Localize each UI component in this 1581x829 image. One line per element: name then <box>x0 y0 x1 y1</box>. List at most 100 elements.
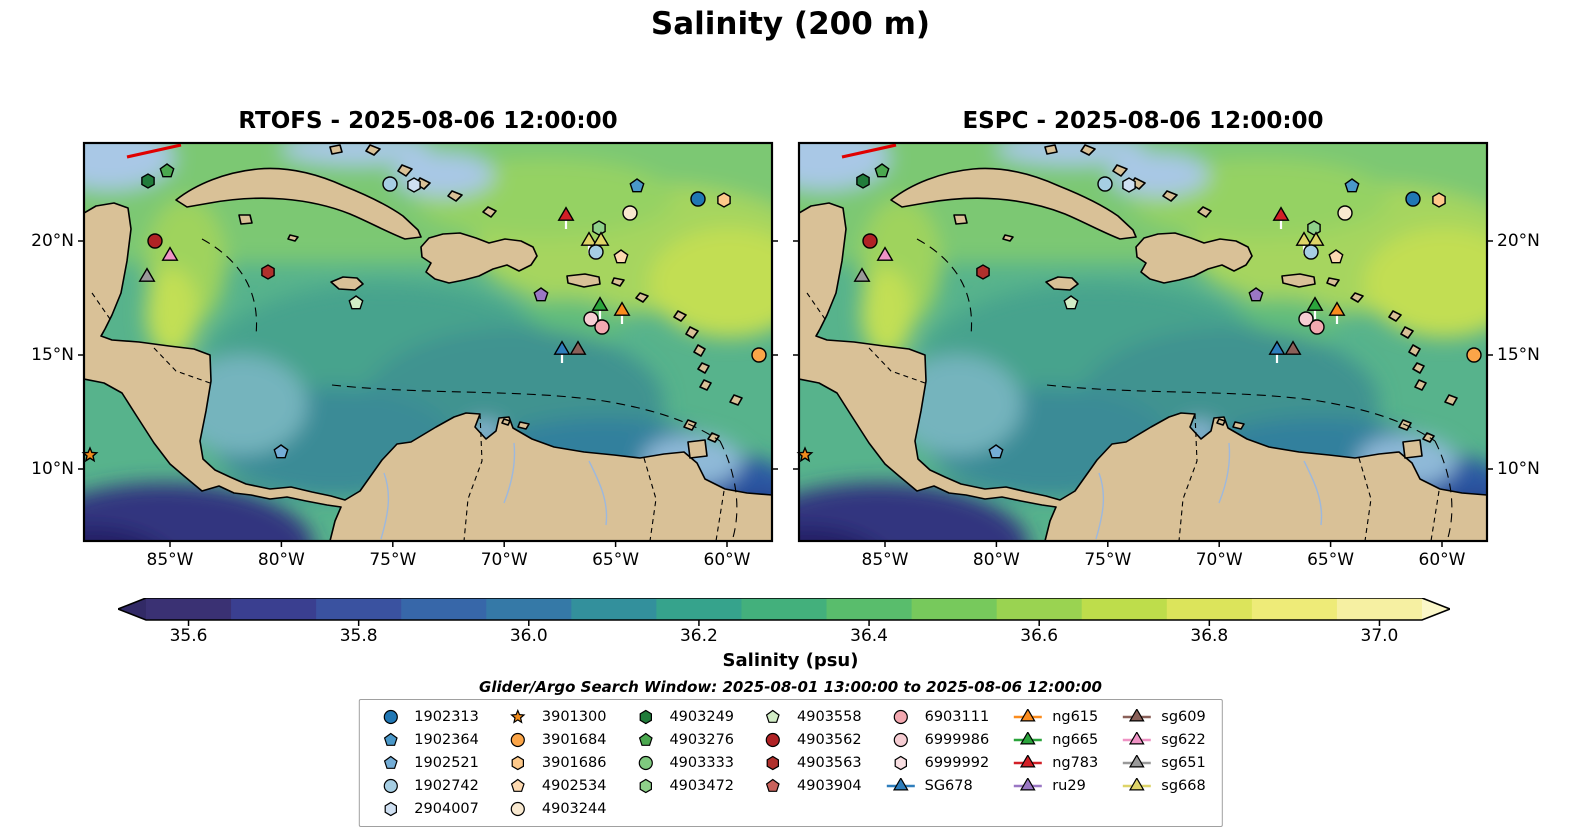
legend-item: 4902534 <box>503 776 606 796</box>
triangle-marker <box>1268 340 1286 355</box>
legend-item-label: 1902364 <box>414 732 479 748</box>
glider-track-line <box>126 143 182 159</box>
circle-marker <box>765 732 781 748</box>
triangle-marker <box>138 267 156 282</box>
triangle-marker <box>1129 778 1146 791</box>
y-tick-label-right: 20°N <box>1497 231 1540 251</box>
platform-markers <box>81 163 767 463</box>
land-bahamas <box>1044 144 1212 218</box>
circle-marker <box>594 319 610 335</box>
triangle-legend-icon <box>1123 755 1152 768</box>
legend-item-label: 1902313 <box>414 709 479 725</box>
legend-item-label: 6999992 <box>924 755 990 771</box>
triangle-legend-icon <box>1014 732 1043 745</box>
land-lesser-antilles <box>1326 277 1458 443</box>
legend-item-label: 3901300 <box>541 709 607 725</box>
legend-item-label: 4903562 <box>797 732 862 748</box>
pentagon-marker <box>1248 287 1264 302</box>
colorbar-outline <box>115 597 1453 621</box>
hexagon-legend-icon <box>639 709 652 725</box>
pentagon-marker <box>383 732 398 746</box>
colorbar-tick-label: 35.8 <box>339 626 378 646</box>
legend-item: SG678 <box>886 776 990 796</box>
land-hispaniola <box>420 232 538 284</box>
triangle-marker <box>853 267 871 282</box>
land-central-south-america <box>84 202 772 541</box>
land-hispaniola <box>1135 232 1253 284</box>
x-tick-label: 80°W <box>257 550 305 570</box>
legend-item: sg609 <box>1122 707 1206 727</box>
x-tick-label: 65°W <box>592 550 640 570</box>
y-tick-label-left: 20°N <box>31 231 74 251</box>
x-tick-label: 85°W <box>861 550 909 570</box>
circle-legend-icon <box>893 732 908 748</box>
colorbar-segment <box>146 598 232 620</box>
legend-item-label: SG678 <box>924 778 973 794</box>
legend-item: 4903904 <box>758 776 862 796</box>
legend-item-label: 1902742 <box>414 778 479 794</box>
pentagon-marker <box>874 163 890 178</box>
colorbar-over-arrow <box>1422 598 1450 620</box>
legend-item-label: 1902521 <box>414 755 479 771</box>
map-panel-rtofs <box>78 141 778 547</box>
land-isla-juventud <box>238 214 253 225</box>
legend-item: 1902364 <box>375 730 479 750</box>
x-tick-label: 60°W <box>1418 550 1466 570</box>
colorbar <box>115 597 1453 628</box>
legend-item: sg651 <box>1122 753 1206 773</box>
circle-marker <box>1303 244 1319 260</box>
x-tick-label: 60°W <box>703 550 751 570</box>
hexagon-marker <box>511 755 525 771</box>
triangle-marker <box>1020 732 1037 745</box>
map-panel-espc <box>793 141 1493 547</box>
circle-legend-icon <box>383 778 398 794</box>
star-marker <box>510 709 526 724</box>
legend-item-label: 4903244 <box>541 801 607 817</box>
pentagon-marker <box>638 732 653 746</box>
triangle-marker <box>553 340 571 355</box>
legend-item-label: ng665 <box>1052 732 1099 748</box>
legend-item: 3901686 <box>503 753 607 773</box>
triangle-marker <box>557 206 575 221</box>
figure-title: Salinity (200 m) <box>650 6 931 42</box>
circle-marker <box>382 176 398 192</box>
landmasses <box>84 144 772 541</box>
circle-marker <box>383 709 398 725</box>
triangle-legend-icon <box>1123 778 1152 791</box>
legend-item-label: 4903904 <box>797 778 862 794</box>
colorbar-segment <box>741 598 828 620</box>
map-frame <box>82 141 774 543</box>
y-tick-label-left: 10°N <box>31 459 74 479</box>
circle-marker <box>1466 347 1482 363</box>
map-frame <box>797 141 1489 543</box>
triangle-marker <box>1020 709 1037 722</box>
panel-title-rtofs: RTOFS - 2025-08-06 12:00:00 <box>238 108 618 134</box>
circle-marker <box>147 233 163 249</box>
legend-item: ng665 <box>1013 730 1098 750</box>
x-tick-label: 70°W <box>480 550 528 570</box>
legend-item: 2904007 <box>375 799 479 819</box>
hexagon-marker <box>639 709 652 725</box>
pentagon-legend-icon <box>638 732 653 746</box>
legend-item: 6999992 <box>886 753 990 773</box>
legend-item-label: 3901686 <box>541 755 607 771</box>
triangle-marker <box>1129 709 1146 722</box>
triangle-marker <box>1328 301 1346 316</box>
hexagon-legend-icon <box>511 755 525 771</box>
legend-item-label: 2904007 <box>414 801 479 817</box>
circle-legend-icon <box>638 755 653 771</box>
legend-item-label: ng615 <box>1052 709 1099 725</box>
hexagon-marker <box>766 755 780 771</box>
triangle-marker <box>876 246 894 261</box>
hexagon-marker <box>384 801 397 817</box>
triangle-marker <box>613 301 631 316</box>
search-window-text: Glider/Argo Search Window: 2025-08-01 13… <box>479 678 1102 696</box>
colorbar-tick-label: 35.6 <box>169 626 208 646</box>
hexagon-marker <box>856 173 870 189</box>
colorbar-segment <box>1166 598 1253 620</box>
salinity-field <box>84 143 772 541</box>
glider-track-line <box>841 143 897 159</box>
pentagon-marker <box>383 755 398 769</box>
circle-marker <box>1298 311 1314 327</box>
